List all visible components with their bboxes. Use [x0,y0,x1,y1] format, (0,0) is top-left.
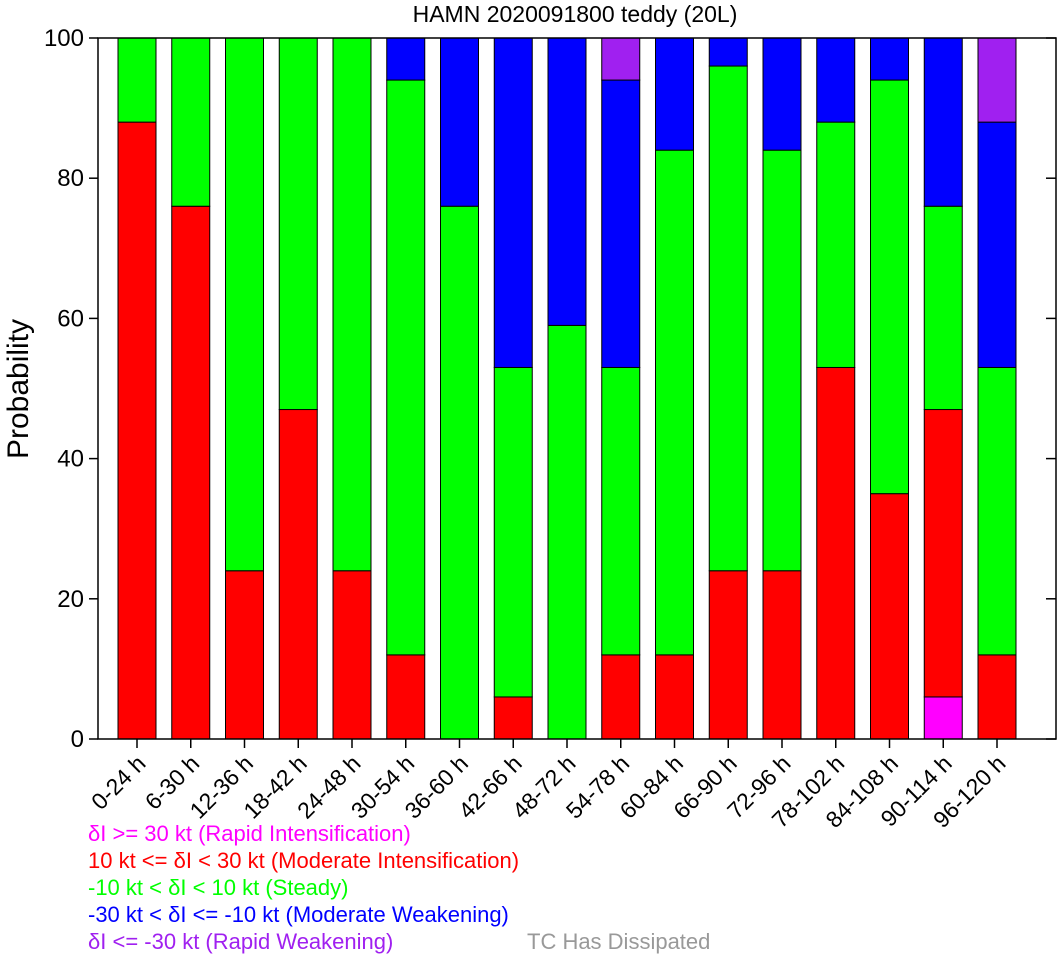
bar-segment-steady-10 [655,149,694,656]
bar-segment-mw-7 [493,37,533,368]
bar-segment-steady-13 [816,121,856,368]
bars-layer [117,37,1017,740]
bar-segment-mw-8 [547,37,587,326]
legend-steady: -10 kt < δI < 10 kt (Steady) [88,875,349,900]
bar-segment-mw-11 [708,37,748,67]
bar-segment-mw-5 [386,37,426,81]
bar-segment-steady-7 [493,366,533,698]
bar-segment-ri-15 [923,696,963,740]
y-axis-label: Probability [2,319,35,459]
bar-segment-mi-1 [171,205,211,740]
legend-rapid-weakening: δI <= -30 kt (Rapid Weakening) [88,929,394,954]
bar-segment-mi-12 [762,570,802,740]
bar-segment-rw-16 [977,37,1017,123]
bar-segment-steady-2 [225,37,264,572]
bar-segment-steady-12 [762,149,802,572]
bar-segment-mw-16 [977,121,1017,368]
bar-segment-mi-15 [923,409,963,698]
bar-segment-steady-14 [870,79,909,495]
y-tick-label: 100 [44,25,84,52]
bar-segment-steady-5 [386,79,426,656]
bar-segment-mw-12 [762,37,802,151]
bar-segment-mi-10 [655,654,694,740]
bar-segment-rw-9 [601,37,641,81]
chart-title: HAMN 2020091800 teddy (20L) [413,1,738,27]
bar-segment-mi-5 [386,654,426,740]
bar-segment-mw-13 [816,37,856,123]
y-tick-label: 60 [57,305,84,332]
bar-segment-mi-0 [117,121,157,740]
legend-dissipated: TC Has Dissipated [527,929,711,954]
y-tick-label: 20 [57,586,84,613]
bar-segment-steady-1 [171,37,211,207]
bar-segment-steady-11 [708,65,748,572]
bar-segment-mi-14 [870,493,909,740]
legend-moderate-weakening: -30 kt < δI <= -10 kt (Moderate Weakenin… [88,902,509,927]
bar-segment-mw-14 [870,37,909,81]
bar-segment-mi-4 [332,570,372,740]
x-tick-label: 0-24 h [86,750,151,815]
bar-segment-mi-7 [493,696,533,740]
bar-segment-mi-2 [225,570,264,740]
bar-segment-mi-3 [278,409,318,740]
y-tick-label: 0 [71,726,84,753]
bar-segment-mi-13 [816,366,856,740]
y-tick-label: 40 [57,446,84,473]
bar-segment-steady-6 [440,205,479,740]
bar-segment-steady-4 [332,37,372,572]
legend-moderate-intensification: 10 kt <= δI < 30 kt (Moderate Intensific… [88,848,520,873]
bar-segment-mi-16 [977,654,1017,740]
bar-segment-steady-3 [278,37,318,411]
bar-segment-mw-9 [601,79,641,368]
bar-segment-mw-6 [440,37,479,207]
legend-rapid-intensification: δI >= 30 kt (Rapid Intensification) [88,821,411,846]
bar-segment-mw-15 [923,37,963,207]
bar-segment-mi-9 [601,654,641,740]
bar-segment-steady-0 [117,37,157,123]
plot-frame [97,37,1057,740]
bar-segment-steady-16 [977,366,1017,656]
bar-segment-steady-9 [601,366,641,656]
bar-segment-mi-11 [708,570,748,740]
bar-segment-steady-15 [923,205,963,411]
bar-segment-steady-8 [547,324,587,740]
y-tick-label: 80 [57,165,84,192]
bar-segment-mw-10 [655,37,694,151]
